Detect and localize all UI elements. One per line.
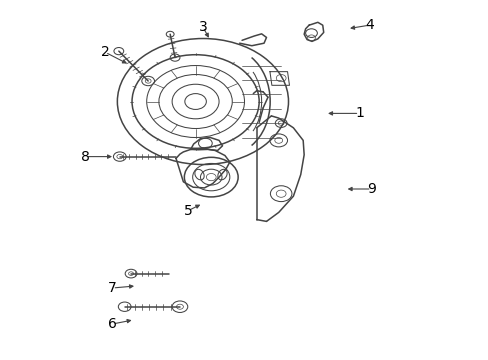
Text: 2: 2 <box>101 45 109 59</box>
Text: 3: 3 <box>198 20 207 34</box>
Text: 7: 7 <box>108 281 117 295</box>
Text: 5: 5 <box>183 204 192 217</box>
Text: 8: 8 <box>81 150 90 163</box>
Text: 9: 9 <box>366 182 375 196</box>
Text: 4: 4 <box>364 18 373 32</box>
Text: 1: 1 <box>354 107 363 120</box>
Text: 6: 6 <box>108 317 117 331</box>
